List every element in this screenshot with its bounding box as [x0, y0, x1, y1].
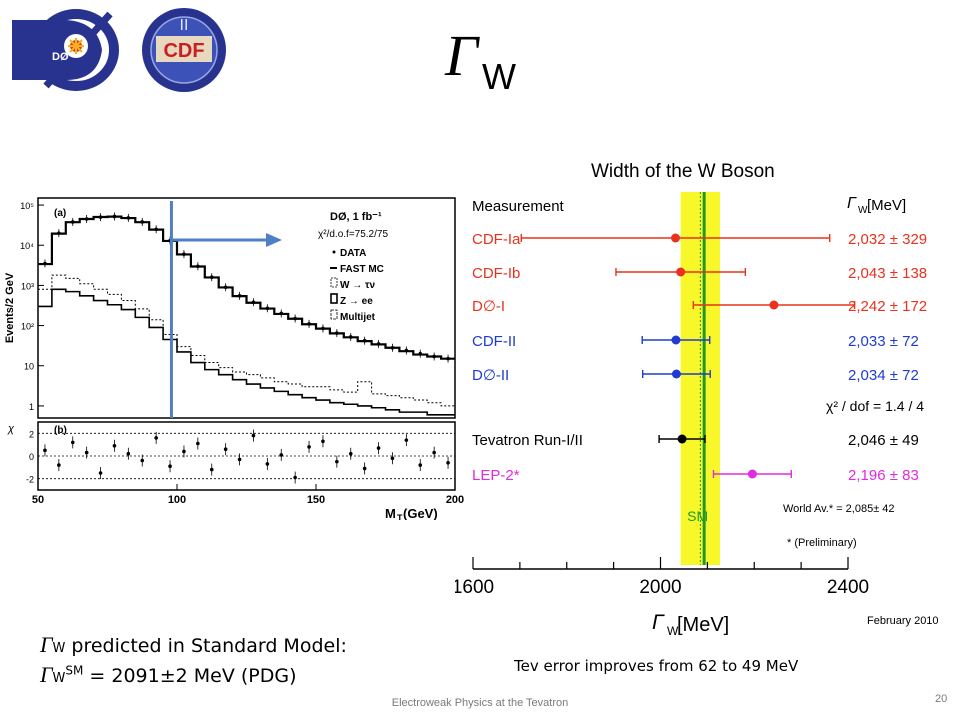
d0-logo: DØ [12, 9, 119, 91]
measurement-name-2: D∅-I [472, 298, 505, 315]
cdf-logo-roman: II [180, 17, 189, 34]
measurement-name-5: Tevatron Run-I/II [472, 432, 583, 449]
world-average-label: World Av.* = 2,085± 42 [783, 503, 895, 515]
panel-b-label: (b) [54, 425, 67, 436]
width-header-sub: W [858, 205, 868, 216]
date-label: February 2010 [867, 615, 939, 627]
measurement-value-0: 2,032 ± 329 [848, 231, 927, 248]
legend-swatch [330, 309, 338, 320]
sm-label: SM [687, 508, 708, 524]
bullet2-subscript: W [52, 671, 66, 686]
y-tick-label: 1 [29, 402, 34, 412]
x-axis-label-sub: T [397, 513, 403, 520]
chi-tick-label: -2 [26, 475, 34, 485]
y-tick-label: 10 [24, 362, 34, 372]
slide-footer: Electroweak Physics at the Tevatron [391, 697, 569, 709]
legend-entry-4: Multijet [340, 312, 376, 323]
width-header-unit: [MeV] [867, 197, 906, 214]
cdf-logo: CDF II [142, 8, 226, 92]
measurement-value-4: 2,034 ± 72 [848, 367, 919, 384]
bullet2-superscript: SM [65, 663, 84, 678]
measurement-name-1: CDF-Ib [472, 265, 520, 282]
slide-title-subscript: W [482, 56, 516, 97]
legend-swatch [330, 293, 338, 304]
chi-axis-label: χ [7, 423, 15, 435]
measurement-point-6 [747, 469, 757, 479]
bullet-sm-value: ΓWSM = 2091±2 MeV (PDG) [40, 662, 297, 688]
measurement-value-1: 2,043 ± 138 [848, 265, 927, 282]
width-header-gamma: Γ [847, 195, 857, 212]
summary-title: Width of the W Boson [591, 161, 775, 182]
cdf-logo-text: CDF [163, 40, 204, 62]
measurement-name-3: CDF-II [472, 333, 516, 350]
fast-mc-histogram [38, 215, 455, 360]
x-tick-label: 200 [446, 494, 464, 506]
y-tick-label: 10⁵ [20, 201, 34, 211]
x-tick-label: 100 [168, 494, 186, 506]
mt-cut-arrowhead [266, 233, 282, 247]
measurement-name-0: CDF-Ia [472, 231, 521, 248]
mt-histogram-plot: (a) (b) 10⁵ 10⁴ 10³ 10² 10 1 2 0 -2 50 100 150 200 Even… [4, 197, 464, 520]
x-tick-label: 50 [32, 494, 44, 506]
x-tick-label: 1600 [455, 577, 494, 598]
y-tick-label: 10⁴ [20, 241, 34, 251]
y-axis-label: Events/2 GeV [4, 272, 16, 343]
x-axis-label-gamma: Γ [652, 611, 665, 634]
chi2-label: χ² / dof = 1.4 / 4 [826, 398, 924, 414]
main-panel-frame [37, 197, 456, 419]
measurement-name-6: LEP-2* [472, 467, 520, 484]
chi-tick-label: 2 [29, 429, 34, 439]
d0-logo-text: DØ [52, 51, 69, 63]
slide-title-symbol: Γ [445, 23, 478, 88]
measurement-point-4 [671, 369, 681, 379]
bullet-sm-prediction: ΓW predicted in Standard Model: [40, 632, 347, 658]
bullet1-text: predicted in Standard Model: [65, 635, 347, 657]
y-tick-label: 10³ [21, 281, 34, 291]
legend-entry-0: DATA [340, 248, 366, 259]
x-axis-label-unit: (GeV) [403, 506, 438, 520]
bullet1-gamma: Γ [40, 632, 53, 657]
legend-swatch [332, 250, 336, 254]
panel-a-label: (a) [54, 208, 66, 219]
z-ee-histogram [38, 288, 455, 416]
legend-swatch [330, 277, 338, 288]
legend-entry-1: FAST MC [340, 264, 384, 275]
measurement-name-4: D∅-II [472, 367, 509, 384]
world-average-band [680, 192, 721, 565]
w-tau-nu-histogram [38, 274, 455, 407]
x-axis-label-sub: W [667, 624, 679, 638]
legend-title: DØ, 1 fb⁻¹ [330, 211, 382, 223]
y-tick-label: 10² [21, 322, 34, 332]
preliminary-note: * (Preliminary) [787, 537, 857, 549]
x-tick-label: 2400 [827, 577, 869, 598]
legend-entry-2: W → τν [340, 280, 375, 291]
measurement-point-2 [769, 300, 779, 310]
legend-chi2: χ²/d.o.f=75.2/75 [318, 229, 388, 240]
x-tick-label: 150 [307, 494, 325, 506]
x-tick-label: 2000 [639, 577, 681, 598]
experiment-logos: DØ CDF II [12, 8, 226, 92]
chi-tick-label: 0 [29, 452, 34, 462]
measurement-point-1 [676, 267, 686, 277]
measurement-point-0 [671, 233, 680, 243]
bullet1-subscript: W [52, 641, 66, 656]
measurement-point-3 [671, 335, 681, 345]
bullet2-text: = 2091±2 MeV (PDG) [83, 665, 297, 687]
bullet2-gamma: Γ [40, 662, 53, 687]
measurement-value-5: 2,046 ± 49 [848, 432, 919, 449]
page-number: 20 [935, 693, 948, 705]
measurement-value-6: 2,196 ± 83 [848, 467, 919, 484]
measurement-header: Measurement [472, 198, 565, 215]
x-axis-label-unit: [MeV] [677, 614, 729, 636]
legend-entry-3: Z → ee [340, 296, 373, 307]
tevatron-error-note: Tev error improves from 62 to 49 MeV [514, 657, 799, 675]
measurement-value-2: 2,242 ± 172 [848, 298, 927, 315]
measurement-point-5 [677, 434, 687, 444]
x-axis-label: M [385, 506, 396, 520]
measurement-value-3: 2,033 ± 72 [848, 333, 919, 350]
